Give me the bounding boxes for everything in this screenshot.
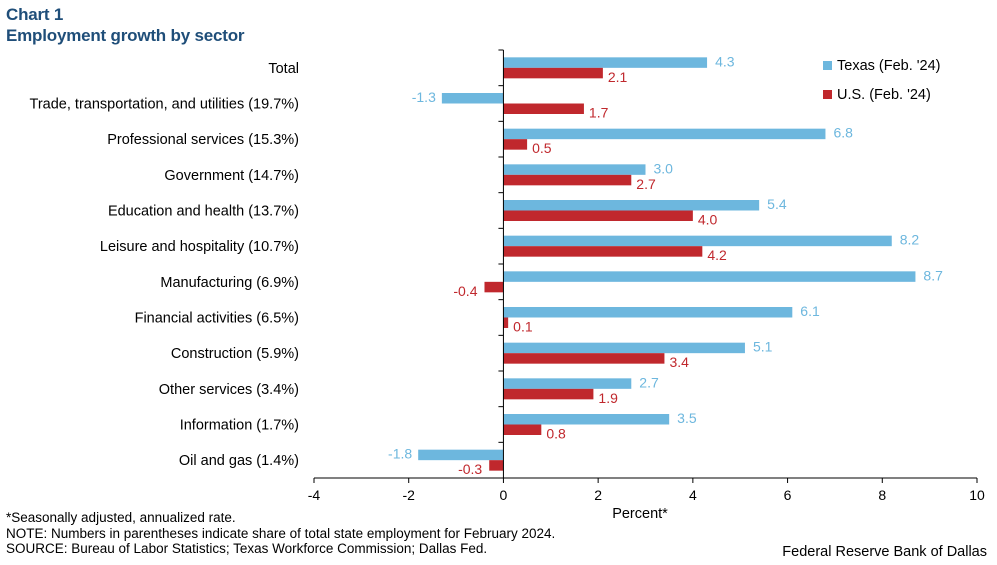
category-label: Oil and gas (1.4%) — [179, 453, 299, 469]
category-label: Professional services (15.3%) — [107, 132, 299, 148]
footnotes: *Seasonally adjusted, annualized rate. N… — [6, 510, 555, 557]
data-label-texas: 4.3 — [715, 53, 735, 69]
data-label-texas: 5.4 — [767, 196, 787, 212]
footnote-seasonal: *Seasonally adjusted, annualized rate. — [6, 510, 236, 525]
data-label-texas: 5.1 — [753, 339, 773, 355]
data-label-texas: 6.8 — [833, 125, 853, 141]
data-label-us: 4.2 — [707, 247, 727, 263]
data-label-texas: -1.8 — [388, 446, 412, 462]
data-label-us: 2.1 — [608, 69, 628, 85]
data-label-texas: 3.5 — [677, 410, 697, 426]
x-axis-title: Percent* — [612, 506, 668, 522]
data-label-texas: 3.0 — [654, 160, 674, 176]
data-label-us: -0.4 — [453, 283, 477, 299]
chart-title: Employment growth by sector — [6, 26, 245, 45]
bar-texas — [503, 57, 708, 68]
x-tick-label: 10 — [969, 487, 985, 503]
data-label-us: 0.8 — [546, 426, 566, 442]
x-tick-label: -2 — [402, 487, 415, 503]
bar-us — [484, 281, 504, 293]
bar-texas — [503, 414, 670, 425]
x-tick-label: -4 — [308, 487, 321, 503]
category-label: Financial activities (6.5%) — [135, 311, 299, 327]
data-label-us: 3.4 — [669, 354, 689, 370]
bar-texas — [503, 164, 646, 175]
footnote-source: SOURCE: Bureau of Labor Statistics; Texa… — [6, 541, 488, 556]
bar-texas — [503, 378, 632, 389]
bar-us — [503, 246, 703, 257]
category-label: Total — [268, 61, 299, 77]
bar-texas — [441, 93, 504, 104]
bar-us — [489, 460, 504, 471]
chart-number: Chart 1 — [6, 5, 64, 24]
chart-title-block: Chart 1 Employment growth by sector — [6, 4, 245, 46]
x-tick-label: 6 — [784, 487, 792, 503]
bar-texas — [503, 235, 892, 247]
category-label: Leisure and hospitality (10.7%) — [100, 239, 299, 255]
bar-us — [503, 353, 665, 364]
data-label-us: 4.0 — [698, 212, 718, 228]
data-label-texas: 2.7 — [639, 374, 659, 390]
source-credit: Federal Reserve Bank of Dallas — [782, 544, 987, 560]
legend-label-texas: Texas (Feb. '24) — [837, 58, 941, 74]
bar-texas — [418, 449, 504, 461]
data-label-us: 1.7 — [589, 105, 609, 121]
footnote-note: NOTE: Numbers in parentheses indicate sh… — [6, 525, 556, 541]
category-label: Construction (5.9%) — [171, 346, 299, 362]
category-label: Education and health (13.7%) — [108, 204, 299, 220]
bar-us — [503, 388, 594, 400]
bar-us — [503, 317, 509, 328]
x-tick-label: 0 — [500, 487, 508, 503]
data-label-us: 0.5 — [532, 140, 552, 156]
category-label: Manufacturing (6.9%) — [160, 275, 299, 291]
bar-texas — [503, 342, 745, 354]
data-label-texas: -1.3 — [412, 89, 436, 105]
bar-texas — [503, 200, 760, 211]
data-label-us: 1.9 — [598, 390, 618, 406]
bar-texas — [503, 128, 826, 140]
legend-label-us: U.S. (Feb. '24) — [837, 87, 931, 103]
x-tick-label: 4 — [689, 487, 697, 503]
x-tick-label: 8 — [878, 487, 886, 503]
bar-us — [503, 424, 542, 435]
bar-texas — [503, 307, 793, 318]
data-label-texas: 8.2 — [900, 232, 920, 248]
category-label: Other services (3.4%) — [159, 382, 299, 398]
bar-us — [503, 174, 632, 186]
legend-swatch-texas — [823, 61, 832, 70]
data-label-us: 0.1 — [513, 319, 533, 335]
data-label-texas: 6.1 — [800, 303, 820, 319]
x-tick-label: 2 — [594, 487, 602, 503]
data-label-us: -0.3 — [458, 461, 482, 477]
category-label: Information (1.7%) — [180, 418, 299, 434]
bar-texas — [503, 271, 916, 282]
bar-us — [503, 103, 584, 114]
category-label: Trade, transportation, and utilities (19… — [30, 97, 299, 113]
bar-us — [503, 67, 603, 79]
legend-swatch-us — [823, 90, 832, 99]
bar-us — [503, 139, 528, 150]
bar-us — [503, 210, 693, 221]
category-label: Government (14.7%) — [164, 168, 299, 184]
data-label-texas: 8.7 — [923, 267, 943, 283]
data-label-us: 2.7 — [636, 176, 656, 192]
